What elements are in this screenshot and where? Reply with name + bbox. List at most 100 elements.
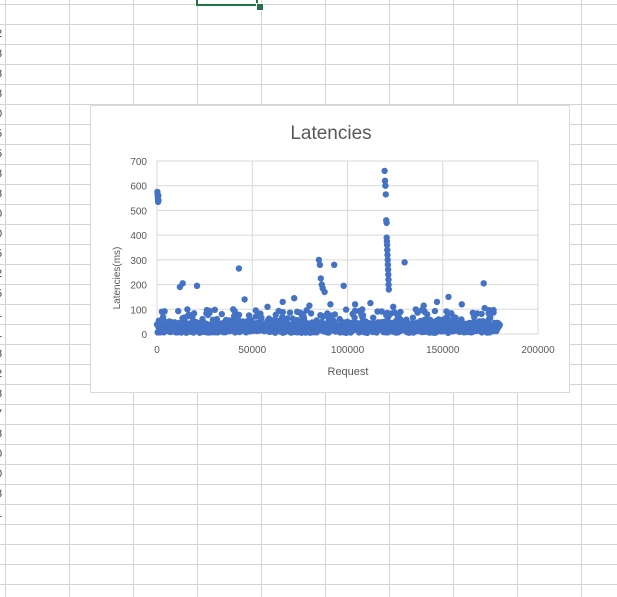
row-header[interactable]: 3 <box>0 44 5 64</box>
row-header[interactable]: 0 <box>0 444 5 464</box>
row-header[interactable]: 3 <box>0 384 5 404</box>
row-header[interactable]: 0 <box>0 104 5 124</box>
data-point <box>351 301 359 308</box>
data-point <box>409 314 417 321</box>
data-point <box>385 281 392 288</box>
y-tick-label: 0 <box>141 330 147 341</box>
data-point <box>184 306 191 313</box>
row-header[interactable]: 7 <box>0 404 5 424</box>
data-point <box>263 320 270 327</box>
data-point <box>414 309 421 316</box>
data-point <box>470 319 477 326</box>
x-tick-label: 100000 <box>331 345 365 356</box>
data-point <box>385 286 392 293</box>
data-point <box>190 310 198 317</box>
data-point <box>463 320 471 328</box>
row-header[interactable]: 2 <box>0 264 5 284</box>
x-tick-label: 0 <box>154 345 160 356</box>
data-point <box>433 298 441 306</box>
data-point <box>282 318 289 325</box>
data-point <box>367 299 374 307</box>
data-point <box>382 182 389 189</box>
data-point <box>275 307 282 315</box>
data-point <box>306 302 313 309</box>
data-point <box>321 288 328 296</box>
row-header[interactable]: 3 <box>0 64 5 84</box>
data-point <box>253 320 260 327</box>
data-point <box>179 319 187 326</box>
x-tick-label: 200000 <box>521 345 555 356</box>
row-header[interactable]: 1 <box>0 504 5 524</box>
data-point <box>155 197 162 204</box>
data-point <box>431 307 439 315</box>
row-header[interactable]: 5 <box>0 244 5 264</box>
data-point <box>469 309 476 316</box>
data-point <box>216 320 223 328</box>
x-tick-label: 150000 <box>426 345 460 356</box>
row-headers[interactable]: 2333055330052511323730031 <box>0 0 5 597</box>
row-header[interactable]: 2 <box>0 24 5 44</box>
row-header[interactable]: 0 <box>0 204 5 224</box>
data-point <box>291 295 298 302</box>
data-point <box>279 313 286 321</box>
data-point <box>384 317 391 325</box>
data-point <box>485 320 493 328</box>
data-point <box>289 315 296 322</box>
data-point <box>384 251 391 259</box>
row-header[interactable]: 3 <box>0 484 5 504</box>
row-header[interactable]: 0 <box>0 464 5 484</box>
data-point <box>218 310 225 318</box>
data-point <box>403 316 410 323</box>
row-header[interactable]: 1 <box>0 304 5 324</box>
row-header[interactable]: 3 <box>0 164 5 184</box>
row-header[interactable]: 3 <box>0 424 5 444</box>
data-point <box>397 315 404 323</box>
x-axis-label: Request <box>328 366 369 378</box>
data-point <box>235 311 243 318</box>
data-point <box>446 318 454 325</box>
data-point <box>318 318 325 326</box>
data-point <box>384 266 392 273</box>
y-axis-label: Latencies(ms) <box>112 247 123 310</box>
data-point <box>358 311 365 319</box>
chart-canvas: Latencies 0 100 200 300 400 500 600 700 0 50000 1… <box>112 123 555 378</box>
data-point <box>417 320 424 328</box>
y-tick-label: 400 <box>130 231 147 242</box>
data-point <box>317 275 324 282</box>
data-point <box>336 315 343 323</box>
data-point <box>188 320 195 328</box>
data-point <box>232 320 240 328</box>
data-point <box>379 318 386 326</box>
fill-handle[interactable] <box>256 3 264 11</box>
row-header[interactable]: 5 <box>0 144 5 164</box>
row-header[interactable]: 5 <box>0 124 5 144</box>
latency-chart[interactable]: Latencies 0 100 200 300 400 500 600 700 0 50000 1… <box>90 105 570 393</box>
data-point <box>331 261 338 268</box>
data-point <box>296 309 304 316</box>
data-point <box>327 301 334 308</box>
data-point <box>381 167 388 175</box>
selected-cell[interactable] <box>196 0 258 6</box>
data-point <box>304 320 311 327</box>
data-point <box>286 309 294 316</box>
data-point <box>203 320 210 328</box>
data-point <box>315 256 323 264</box>
data-point <box>289 320 296 328</box>
row-header[interactable]: 0 <box>0 224 5 244</box>
row-header[interactable]: 3 <box>0 84 5 104</box>
data-point <box>478 310 485 318</box>
data-point <box>487 314 494 321</box>
data-point <box>401 259 408 266</box>
data-point <box>443 308 450 315</box>
row-header[interactable]: 3 <box>0 184 5 204</box>
row-header[interactable]: 5 <box>0 284 5 304</box>
data-point <box>381 177 389 184</box>
data-point <box>235 265 243 272</box>
data-point <box>211 306 218 313</box>
row-header[interactable]: 3 <box>0 344 5 364</box>
y-axis-ticks: 0 100 200 300 400 500 600 700 <box>130 157 147 341</box>
data-point <box>458 301 465 308</box>
data-point <box>179 280 186 287</box>
row-header[interactable]: 2 <box>0 364 5 384</box>
row-header[interactable]: 1 <box>0 324 5 344</box>
